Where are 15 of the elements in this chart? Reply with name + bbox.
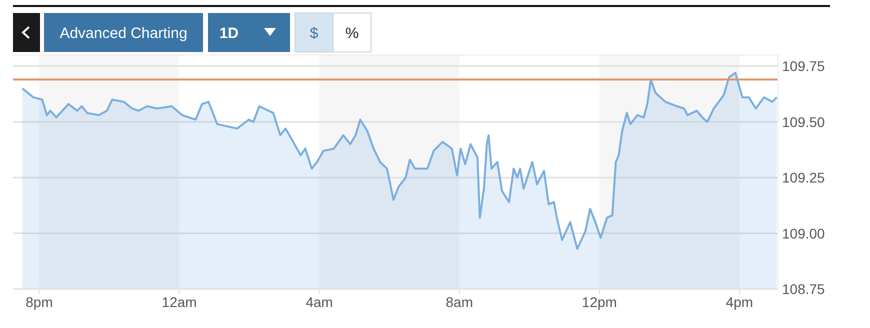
y-tick-label: 109.50: [782, 114, 826, 130]
text: 1D: [219, 25, 239, 42]
x-tick-label: 4am: [306, 294, 333, 310]
x-tick-label: 8am: [446, 294, 474, 310]
y-tick-label: 109.25: [782, 170, 826, 186]
x-tick-label: 8pm: [26, 294, 53, 310]
text: $: [310, 25, 319, 42]
y-tick-label: 108.75: [782, 281, 826, 297]
text: Advanced Charting: [60, 25, 188, 42]
x-tick-label: 12pm: [582, 294, 617, 310]
text: %: [345, 25, 359, 42]
y-tick-label: 109.75: [782, 58, 826, 74]
x-tick-label: 12am: [162, 294, 197, 310]
y-tick-label: 109.00: [782, 225, 826, 242]
x-tick-label: 4pm: [726, 294, 754, 310]
